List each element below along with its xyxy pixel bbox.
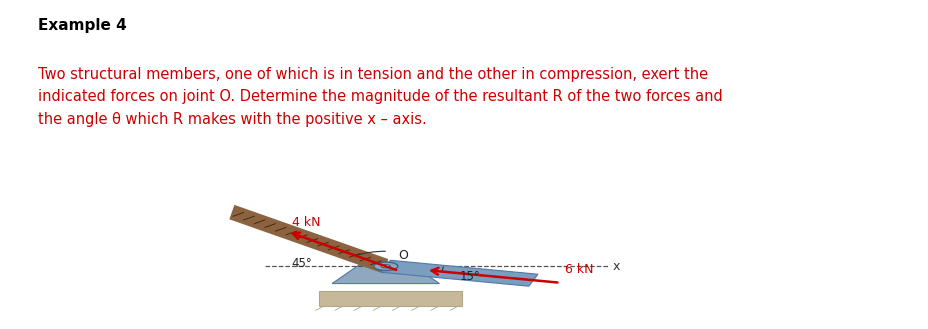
Text: 15°: 15° xyxy=(459,269,480,283)
Text: 45°: 45° xyxy=(290,257,311,270)
Text: 4 kN: 4 kN xyxy=(291,216,320,229)
Text: 6 kN: 6 kN xyxy=(564,263,593,276)
Text: O: O xyxy=(397,249,407,262)
Text: x: x xyxy=(612,260,619,273)
Circle shape xyxy=(373,262,397,270)
Text: Example 4: Example 4 xyxy=(38,18,127,33)
Polygon shape xyxy=(380,260,537,286)
Bar xyxy=(318,291,462,306)
Text: Two structural members, one of which is in tension and the other in compression,: Two structural members, one of which is … xyxy=(38,67,722,127)
Circle shape xyxy=(380,265,390,268)
Polygon shape xyxy=(331,266,439,284)
